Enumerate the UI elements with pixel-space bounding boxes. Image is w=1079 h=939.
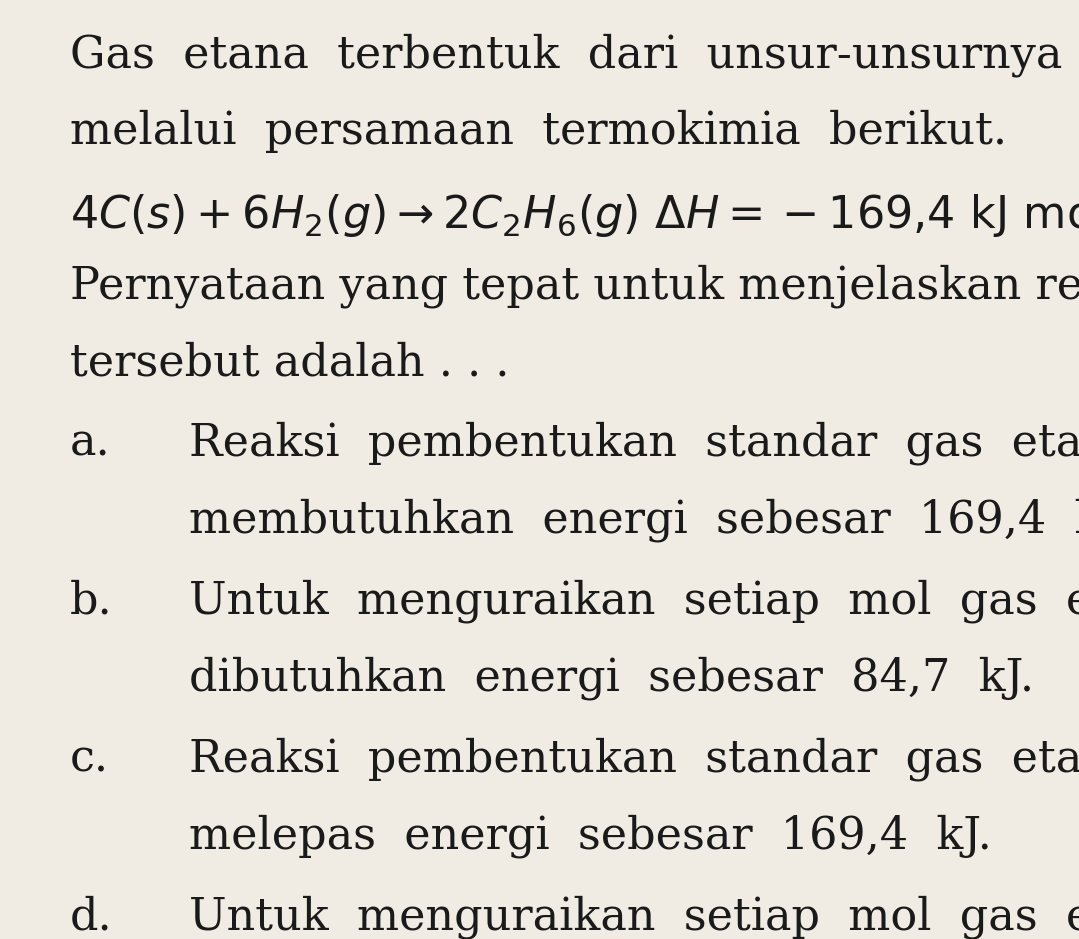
Text: Pernyataan yang tepat untuk menjelaskan reaksi: Pernyataan yang tepat untuk menjelaskan … [70,264,1079,308]
Text: melepas  energi  sebesar  169,4  kJ.: melepas energi sebesar 169,4 kJ. [189,814,992,858]
Text: Reaksi  pembentukan  standar  gas  etana: Reaksi pembentukan standar gas etana [189,737,1079,781]
Text: c.: c. [70,737,109,780]
Text: tersebut adalah . . .: tersebut adalah . . . [70,341,509,384]
Text: d.: d. [70,895,113,938]
Text: a.: a. [70,422,111,465]
Text: melalui  persamaan  termokimia  berikut.: melalui persamaan termokimia berikut. [70,110,1007,153]
Text: dibutuhkan  energi  sebesar  84,7  kJ.: dibutuhkan energi sebesar 84,7 kJ. [189,656,1034,700]
Text: Gas  etana  terbentuk  dari  unsur-unsurnya: Gas etana terbentuk dari unsur-unsurnya [70,33,1063,77]
Text: b.: b. [70,579,113,623]
Text: membutuhkan  energi  sebesar  169,4  kJ.: membutuhkan energi sebesar 169,4 kJ. [189,499,1079,543]
Text: Untuk  menguraikan  setiap  mol  gas  etana: Untuk menguraikan setiap mol gas etana [189,579,1079,623]
Text: Reaksi  pembentukan  standar  gas  etana: Reaksi pembentukan standar gas etana [189,422,1079,466]
Text: $4C(s) + 6H_2(g) \rightarrow 2C_2H_6(g)\ \Delta H = -169{,}4\ \mathrm{kJ\ mol^{-: $4C(s) + 6H_2(g) \rightarrow 2C_2H_6(g)\… [70,187,1079,239]
Text: Untuk  menguraikan  setiap  mol  gas  etana: Untuk menguraikan setiap mol gas etana [189,895,1079,939]
